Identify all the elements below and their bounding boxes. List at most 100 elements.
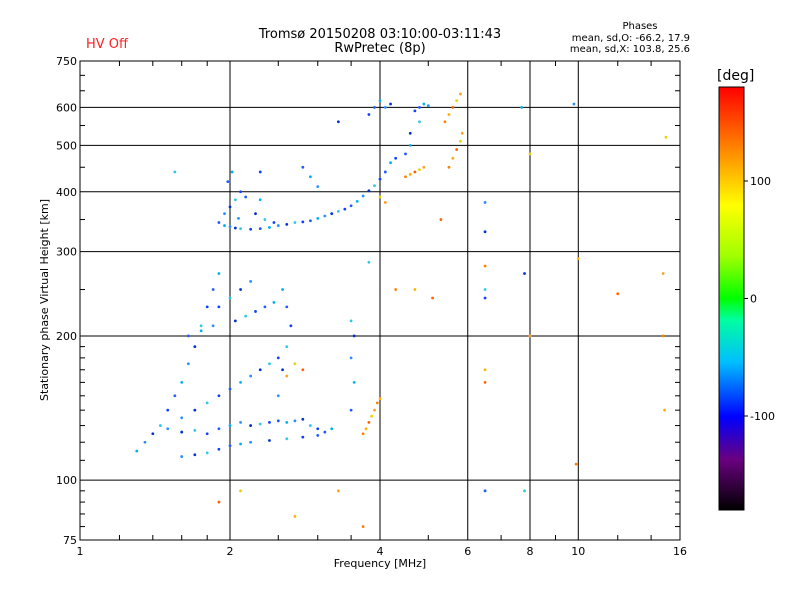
data-point-o <box>193 429 197 432</box>
data-point-o <box>309 175 312 179</box>
x-tick-label: 16 <box>673 545 687 558</box>
data-point-o <box>211 324 215 328</box>
data-point-x <box>413 288 417 291</box>
data-point-o <box>336 209 340 213</box>
data-point-o <box>520 106 524 109</box>
data-point-o <box>180 380 184 384</box>
grid-lines <box>80 61 680 540</box>
data-point-x <box>378 195 382 199</box>
data-point-o <box>228 424 232 427</box>
colorbar-unit-label: [deg] <box>717 68 755 84</box>
data-point-o <box>205 401 209 405</box>
data-point-o <box>418 120 421 124</box>
data-point-o <box>180 430 184 434</box>
data-point-x <box>375 401 379 405</box>
data-point-o <box>226 180 230 184</box>
data-point-o <box>166 408 170 412</box>
data-point-o <box>352 380 356 384</box>
data-point-o <box>276 394 280 398</box>
data-point-o <box>217 272 221 275</box>
data-point-o <box>217 427 221 431</box>
data-point-o <box>309 219 312 223</box>
data-point-x <box>418 168 421 171</box>
data-point-o <box>258 198 262 202</box>
data-point-o <box>316 185 320 189</box>
data-point-o <box>367 113 371 116</box>
data-point-o <box>426 104 430 108</box>
data-point-o <box>378 177 382 181</box>
data-point-x <box>664 135 668 139</box>
data-point-o <box>244 195 248 199</box>
data-point-x <box>370 414 374 418</box>
data-point-o <box>336 120 340 124</box>
x-tick-label: 1 <box>77 545 84 558</box>
data-point-o <box>263 218 267 221</box>
data-point-o <box>254 310 257 313</box>
data-point-x <box>451 156 455 160</box>
data-point-o <box>352 334 356 338</box>
data-point-o <box>193 408 197 412</box>
data-point-o <box>249 374 253 378</box>
data-point-o <box>258 227 262 231</box>
data-point-o <box>228 387 232 391</box>
data-point-o <box>239 288 242 291</box>
data-point-o <box>199 324 203 328</box>
x-tick-labels: 1 2 4 6 8 10 16 <box>77 545 688 558</box>
data-point-o <box>355 199 359 203</box>
data-point-o <box>193 453 197 457</box>
data-point-o <box>233 198 237 202</box>
colorbar-tick-label: 100 <box>750 175 771 188</box>
data-point-x <box>443 120 447 124</box>
y-tick-label: 600 <box>56 101 77 114</box>
y-tick-label: 400 <box>56 186 77 199</box>
data-point-o <box>361 194 365 198</box>
y-tick-label: 200 <box>56 330 77 343</box>
data-point-o <box>383 170 387 174</box>
data-point-x <box>378 397 382 400</box>
data-point-o <box>193 345 197 349</box>
data-point-o <box>285 420 289 424</box>
data-point-o <box>233 319 237 323</box>
data-point-x <box>483 264 487 268</box>
data-point-o <box>258 368 262 372</box>
data-point-x <box>574 462 578 466</box>
data-point-o <box>418 106 421 109</box>
data-point-x <box>364 427 368 431</box>
data-point-o <box>422 102 426 106</box>
data-point-o <box>276 419 280 423</box>
data-point-x <box>383 201 387 204</box>
data-point-o <box>483 230 487 234</box>
data-point-o <box>483 288 487 291</box>
data-point-o <box>151 432 155 436</box>
data-point-o <box>239 227 242 231</box>
data-point-o <box>249 227 253 231</box>
data-point-o <box>276 356 280 360</box>
data-point-o <box>349 356 353 360</box>
data-point-o <box>249 424 253 427</box>
data-point-o <box>301 165 305 169</box>
data-point-o <box>268 362 271 366</box>
data-point-o <box>523 272 526 275</box>
data-point-o <box>343 207 347 211</box>
data-point-o <box>237 216 240 220</box>
colorbar <box>718 86 745 511</box>
data-point-o <box>408 143 412 147</box>
data-point-x <box>367 420 371 424</box>
o-mode-stats: mean, sd,O: -66.2, 17.9 <box>571 33 690 44</box>
data-point-x <box>459 139 462 143</box>
y-tick-label: 750 <box>56 55 77 68</box>
data-point-x <box>293 515 297 518</box>
data-point-x <box>217 500 221 504</box>
y-axis-label: Stationary phase Virtual Height [km] <box>38 199 51 401</box>
colorbar-ticks: -100 0 100 <box>744 175 775 423</box>
data-point-o <box>483 201 487 204</box>
data-point-x <box>528 334 532 338</box>
data-point-o <box>239 420 242 424</box>
data-point-o <box>285 345 289 349</box>
data-point-o <box>389 161 392 165</box>
data-point-o <box>349 319 353 323</box>
data-point-x <box>616 292 620 296</box>
x-tick-label: 4 <box>377 545 384 558</box>
data-point-x <box>528 152 532 156</box>
